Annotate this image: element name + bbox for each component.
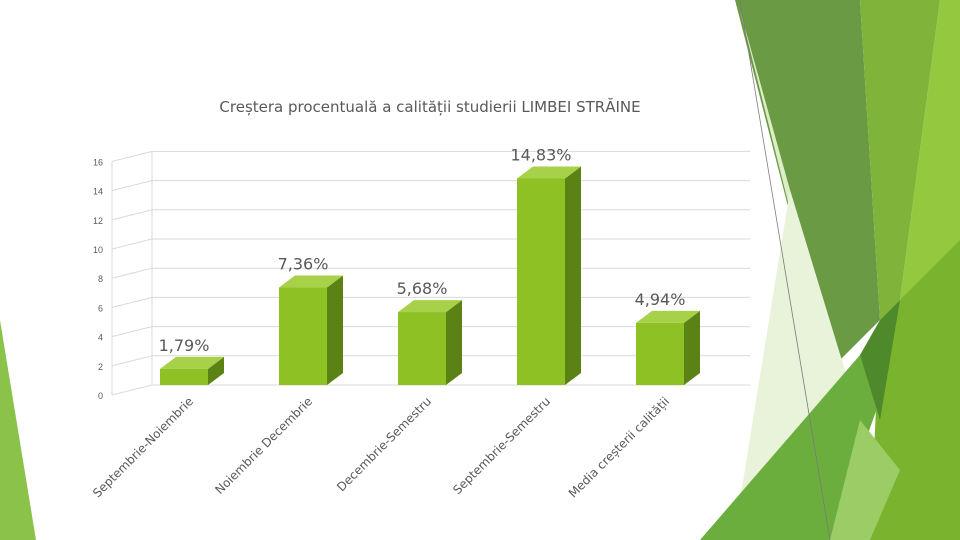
bar-top bbox=[279, 275, 343, 288]
category-label: Septembrie-Noiembrie bbox=[90, 394, 196, 500]
gridline-depth bbox=[111, 180, 153, 192]
bar-front bbox=[517, 178, 565, 385]
y-tick-label: 10 bbox=[93, 245, 103, 255]
y-tick-label: 16 bbox=[93, 157, 103, 167]
bar bbox=[636, 310, 700, 385]
right-facet-soft bbox=[830, 420, 900, 540]
right-facet-deep bbox=[860, 300, 900, 420]
y-tick-label: 14 bbox=[93, 187, 103, 197]
bar-side bbox=[565, 166, 581, 385]
data-label: 14,83% bbox=[510, 145, 571, 164]
bar bbox=[160, 356, 224, 385]
bar bbox=[279, 275, 343, 385]
gridline-depth bbox=[111, 355, 153, 367]
bar-front bbox=[160, 368, 208, 385]
y-tick-label: 12 bbox=[93, 216, 103, 226]
bar-side bbox=[684, 310, 700, 385]
bar-front bbox=[398, 312, 446, 385]
y-tick-label: 0 bbox=[98, 391, 103, 401]
y-tick-label: 2 bbox=[98, 362, 103, 372]
gridline-depth bbox=[111, 326, 153, 338]
bar bbox=[517, 166, 581, 385]
y-tick-label: 6 bbox=[98, 303, 103, 313]
left-green-sliver bbox=[0, 320, 36, 540]
gridline-depth bbox=[111, 150, 153, 162]
bar-top bbox=[517, 166, 581, 179]
bar-top bbox=[398, 300, 462, 313]
y-tick-label: 8 bbox=[98, 274, 103, 284]
data-label: 5,68% bbox=[397, 279, 448, 298]
data-label: 7,36% bbox=[278, 255, 329, 274]
bar-side bbox=[327, 275, 343, 385]
right-facet-low-green bbox=[700, 355, 880, 540]
category-label: Noiembrie Decembrie bbox=[212, 394, 315, 497]
gridline-depth bbox=[111, 209, 153, 221]
bar-front bbox=[636, 322, 684, 385]
data-label: 1,79% bbox=[159, 336, 210, 355]
bar-top bbox=[636, 310, 700, 323]
right-facet-mid bbox=[860, 0, 940, 320]
gridline-depth bbox=[111, 238, 153, 250]
gridline-depth bbox=[111, 267, 153, 279]
bar bbox=[398, 300, 462, 385]
bar-front bbox=[279, 287, 327, 385]
data-label: 4,94% bbox=[635, 290, 686, 309]
right-thin-line bbox=[739, 0, 831, 540]
category-label: Decembrie-Semestru bbox=[334, 394, 434, 494]
gridline-depth bbox=[111, 296, 153, 308]
bar-side bbox=[446, 300, 462, 385]
bar-top bbox=[160, 356, 224, 369]
chart-title: Creștera procentuală a calității studier… bbox=[219, 98, 641, 116]
gridline-depth bbox=[111, 384, 153, 396]
bars-layer bbox=[160, 166, 700, 385]
y-tick-label: 4 bbox=[98, 333, 103, 343]
category-label: Media creșterii calității bbox=[566, 394, 672, 500]
right-facet-bright bbox=[900, 0, 960, 300]
right-facet-dark bbox=[735, 0, 880, 370]
labels-layer: 0 2 4 6 8 10 12 14 16 1,79% Septembrie-Noiembrie 7,… bbox=[90, 145, 685, 500]
bar-side bbox=[208, 356, 224, 385]
category-label: Septembrie-Semestru bbox=[450, 394, 553, 497]
